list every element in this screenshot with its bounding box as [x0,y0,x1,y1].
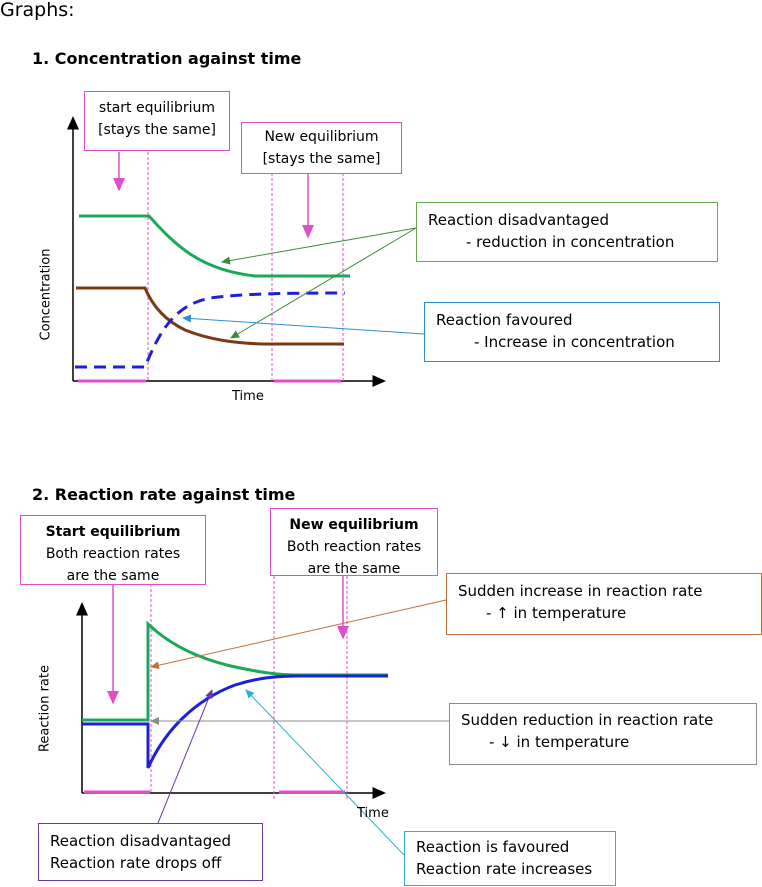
graph2-xlabel: Time [357,806,389,821]
graph2-green-curve [82,620,388,722]
graph2-increase-line1: Sudden increase in reaction rate [458,582,703,600]
graph1-fav-line2: - Increase in concentration [474,333,675,351]
graph2-new-equilibrium-box: New equilibrium Both reaction rates are … [270,508,438,577]
graph1-disadv-arrow-2 [230,227,417,339]
graph1-disadv-line1: Reaction disadvantaged [428,211,610,229]
graph2-guides [150,576,348,800]
graph2-new-line1: Both reaction rates [286,539,422,555]
graph1-fav-line1: Reaction favoured [436,311,573,329]
graph2-disadv-line2: Reaction rate drops off [50,854,222,872]
graph2-fav-arrow [245,689,405,856]
graph1-brown-curve [76,286,344,346]
graph2-new-title: New equilibrium [289,517,419,533]
graph1-fav-arrow [182,314,425,335]
page-heading: Graphs: [0,0,75,21]
graph1-disadv-line2: - reduction in concentration [466,233,675,251]
graph2-fav-line1: Reaction is favoured [416,838,570,856]
graph2-new-line2: are the same [307,561,401,577]
graph1-ylabel: Concentration [38,248,54,341]
graph2-blue-curve [82,674,388,769]
graph1-disadv-arrow-1 [221,227,417,265]
graph2-start-title: Start equilibrium [45,524,181,540]
graph2-ylabel: Reaction rate [37,665,53,753]
graph2-reduction-box: Sudden reduction in reaction rate - ↓ in… [449,703,757,765]
graph2-start-line1: Both reaction rates [45,546,181,562]
graph2-title: 2. Reaction rate against time [32,485,296,504]
graph1-xlabel: Time [232,389,264,404]
graph1-start-line2: [stays the same] [98,122,216,138]
graph1-start-line1: start equilibrium [98,100,216,116]
graph2-reduction-line2: - ↓ in temperature [489,733,630,751]
graph2-axes [76,602,386,799]
graph2-start-equilibrium-box: Start equilibrium Both reaction rates ar… [20,515,206,585]
graph1-new-equilibrium-box: New equilibrium [stays the same] [241,122,402,174]
graph1-title: 1. Concentration against time [32,49,302,68]
graph2-disadvantaged-box: Reaction disadvantaged Reaction rate dro… [38,823,263,881]
graph2-increase-arrow [150,599,447,670]
graph2-fav-line2: Reaction rate increases [416,860,593,878]
graph1-blue-dashed-curve [75,291,346,369]
graph2-disadv-arrow [157,689,213,824]
graph1-favoured-box: Reaction favoured - Increase in concentr… [424,302,720,362]
graph2-increase-box: Sudden increase in reaction rate - ↑ in … [446,573,762,635]
graph1-new-line2: [stays the same] [262,151,381,167]
graph1-new-line1: New equilibrium [264,129,379,145]
graph1-disadvantaged-box: Reaction disadvantaged - reduction in co… [416,202,718,262]
graph1-guides [147,147,344,381]
graph2-favoured-box: Reaction is favoured Reaction rate incre… [404,831,616,886]
graph1-start-equilibrium-box: start equilibrium [stays the same] [84,91,230,151]
graph2-start-line2: are the same [66,568,160,584]
graph1-green-curve [79,214,350,278]
graph2-increase-line2: - ↑ in temperature [486,604,627,622]
graph2-reduction-line1: Sudden reduction in reaction rate [461,711,714,729]
graph2-disadv-line1: Reaction disadvantaged [50,832,232,850]
